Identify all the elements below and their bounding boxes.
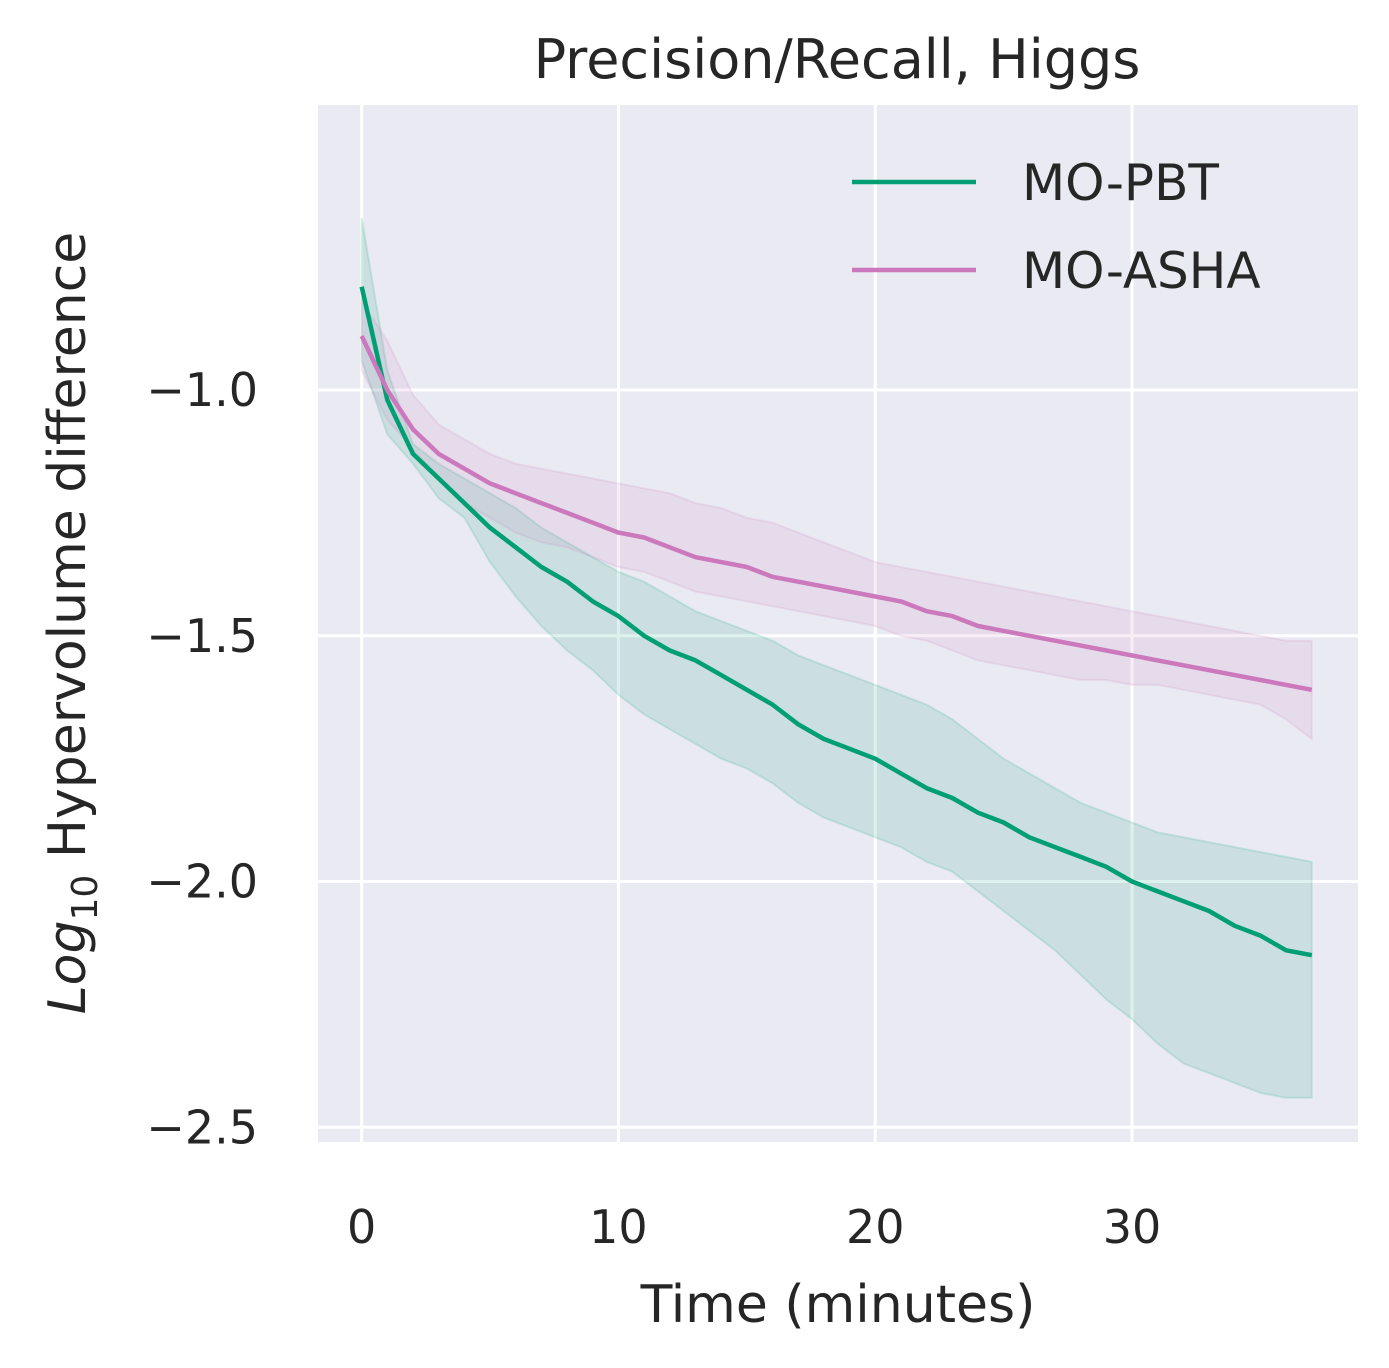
x-tick-label: 20: [846, 1200, 905, 1254]
legend-label-1: MO-ASHA: [1022, 242, 1261, 300]
series-band-1: [360, 298, 1313, 742]
x-tick-label: 0: [347, 1200, 376, 1254]
series-band-0: [360, 217, 1313, 1099]
y-axis-label-text: Hypervolume difference: [38, 232, 98, 875]
x-tick-label: 10: [589, 1200, 648, 1254]
series-line-1: [359, 335, 1313, 693]
gridlines: [318, 105, 1358, 1142]
y-tick-label: −1.5: [146, 609, 258, 663]
x-tick-label: 30: [1103, 1200, 1162, 1254]
legend-label-0: MO-PBT: [1022, 154, 1219, 212]
y-axis-label-subscript: 10: [65, 875, 106, 921]
legend: MO-PBT MO-ASHA: [852, 154, 1261, 300]
x-axis-ticks: 0 10 20 30: [347, 1200, 1161, 1254]
chart-title: Precision/Recall, Higgs: [534, 28, 1141, 91]
series-lines: [359, 286, 1313, 958]
y-axis-label-log: Log: [38, 921, 98, 1015]
y-tick-label: −2.0: [146, 855, 258, 909]
series-line-0: [359, 286, 1313, 958]
y-axis-ticks: −1.0 −1.5 −2.0 −2.5: [146, 363, 258, 1154]
y-tick-label: −1.0: [146, 363, 258, 417]
plot-area: [318, 105, 1358, 1142]
y-tick-label: −2.5: [146, 1100, 258, 1154]
y-axis-label: Log10 Hypervolume difference: [38, 232, 106, 1015]
confidence-bands: [360, 217, 1313, 1099]
x-axis-label: Time (minutes): [640, 1275, 1036, 1335]
